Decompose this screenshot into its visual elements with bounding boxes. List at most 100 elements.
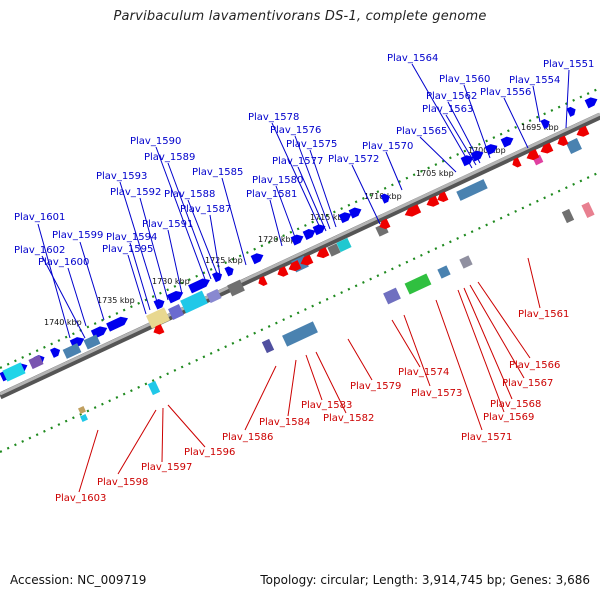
feature-block[interactable]: [80, 414, 88, 422]
feature-block[interactable]: [83, 334, 101, 350]
gene-label[interactable]: Plav_1563: [422, 104, 473, 115]
gene-label[interactable]: Plav_1572: [328, 154, 379, 165]
gene-label[interactable]: Plav_1589: [144, 152, 195, 163]
forward-gene[interactable]: [166, 288, 185, 304]
gene-label[interactable]: Plav_1585: [192, 167, 243, 178]
forward-gene[interactable]: [566, 105, 577, 117]
reverse-gene[interactable]: [256, 275, 268, 288]
gene-label[interactable]: Plav_1586: [222, 432, 273, 443]
gene-label[interactable]: Plav_1561: [518, 309, 569, 320]
gene-label[interactable]: Plav_1554: [509, 75, 560, 86]
gene-label[interactable]: Plav_1592: [110, 187, 161, 198]
gene-label[interactable]: Plav_1601: [14, 212, 65, 223]
feature-block[interactable]: [581, 201, 595, 219]
gene-label[interactable]: Plav_1594: [106, 232, 157, 243]
gene-label[interactable]: Plav_1560: [439, 74, 490, 85]
gene-label[interactable]: Plav_1591: [142, 219, 193, 230]
forward-gene[interactable]: [153, 297, 167, 310]
reverse-gene[interactable]: [378, 218, 391, 231]
forward-gene[interactable]: [50, 346, 62, 358]
feature-block[interactable]: [561, 208, 575, 224]
gene-label[interactable]: Plav_1600: [38, 257, 89, 268]
gene-label[interactable]: Plav_1568: [490, 399, 541, 410]
feature-block[interactable]: [145, 307, 171, 329]
gene-label[interactable]: Plav_1562: [426, 91, 477, 102]
feature-block[interactable]: [566, 138, 582, 154]
gene-label[interactable]: Plav_1599: [52, 230, 103, 241]
gene-label[interactable]: Plav_1567: [502, 378, 553, 389]
feature-block[interactable]: [62, 343, 82, 359]
feature-block[interactable]: [404, 273, 432, 295]
gene-label[interactable]: Plav_1565: [396, 126, 447, 137]
gene-label[interactable]: Plav_1551: [543, 59, 594, 70]
feature-block[interactable]: [2, 362, 26, 382]
forward-gene[interactable]: [302, 227, 318, 240]
gene-label[interactable]: Plav_1564: [387, 53, 438, 64]
gene-label[interactable]: Plav_1574: [398, 367, 449, 378]
gene-label[interactable]: Plav_1588: [164, 189, 215, 200]
reverse-gene[interactable]: [152, 324, 165, 336]
feature-block[interactable]: [28, 354, 44, 370]
feature-block[interactable]: [180, 290, 208, 314]
gene-label[interactable]: Plav_1575: [286, 139, 337, 150]
feature-block[interactable]: [78, 406, 86, 414]
reverse-gene[interactable]: [575, 125, 590, 139]
reverse-gene[interactable]: [299, 254, 314, 268]
forward-gene[interactable]: [540, 117, 551, 129]
gene-label[interactable]: Plav_1578: [248, 112, 299, 123]
gene-label[interactable]: Plav_1603: [55, 493, 106, 504]
gene-label[interactable]: Plav_1576: [270, 125, 321, 136]
forward-gene[interactable]: [290, 232, 306, 246]
gene-label[interactable]: Plav_1583: [301, 400, 352, 411]
gene-label[interactable]: Plav_1580: [252, 175, 303, 186]
gene-label[interactable]: Plav_1579: [350, 381, 401, 392]
gene-label[interactable]: Plav_1581: [246, 189, 297, 200]
feature-block[interactable]: [437, 265, 451, 279]
forward-gene[interactable]: [484, 142, 500, 156]
feature-block[interactable]: [336, 237, 352, 253]
reverse-gene[interactable]: [510, 157, 522, 169]
gene-label[interactable]: Plav_1602: [14, 245, 65, 256]
feature-block[interactable]: [282, 321, 318, 347]
forward-gene[interactable]: [380, 192, 391, 204]
forward-gene[interactable]: [106, 314, 130, 332]
reverse-gene[interactable]: [425, 195, 440, 209]
gene-label[interactable]: Plav_1569: [483, 412, 534, 423]
gene-label[interactable]: Plav_1598: [97, 477, 148, 488]
gene-label[interactable]: Plav_1577: [272, 156, 323, 167]
forward-gene[interactable]: [224, 265, 235, 277]
reverse-gene[interactable]: [403, 204, 422, 219]
forward-gene[interactable]: [250, 251, 266, 265]
gene-label[interactable]: Plav_1556: [480, 87, 531, 98]
feature-block[interactable]: [261, 338, 275, 354]
feature-block[interactable]: [168, 304, 184, 320]
forward-gene[interactable]: [470, 148, 486, 162]
forward-gene[interactable]: [500, 134, 516, 148]
gene-label[interactable]: Plav_1596: [184, 447, 235, 458]
feature-block[interactable]: [383, 287, 401, 305]
reverse-gene[interactable]: [436, 191, 449, 204]
forward-gene[interactable]: [348, 205, 364, 219]
reverse-gene[interactable]: [556, 135, 569, 148]
gene-label[interactable]: Plav_1587: [180, 204, 231, 215]
gene-label[interactable]: Plav_1590: [130, 136, 181, 147]
feature-block[interactable]: [327, 243, 341, 257]
gene-label[interactable]: Plav_1595: [102, 244, 153, 255]
reverse-gene[interactable]: [539, 142, 554, 156]
gene-label[interactable]: Plav_1570: [362, 141, 413, 152]
gene-label[interactable]: Plav_1566: [509, 360, 560, 371]
gene-label[interactable]: Plav_1584: [259, 417, 310, 428]
gene-label[interactable]: Plav_1571: [461, 432, 512, 443]
reverse-gene[interactable]: [525, 149, 540, 162]
feature-block[interactable]: [206, 288, 222, 304]
gene-label[interactable]: Plav_1573: [411, 388, 462, 399]
reverse-gene[interactable]: [276, 266, 289, 278]
gene-label[interactable]: Plav_1593: [96, 171, 147, 182]
reverse-gene[interactable]: [287, 260, 302, 273]
forward-gene[interactable]: [312, 222, 328, 236]
feature-block[interactable]: [227, 279, 245, 297]
feature-block[interactable]: [147, 380, 161, 396]
forward-gene[interactable]: [188, 276, 212, 294]
forward-gene[interactable]: [460, 153, 476, 167]
gene-label[interactable]: Plav_1597: [141, 462, 192, 473]
